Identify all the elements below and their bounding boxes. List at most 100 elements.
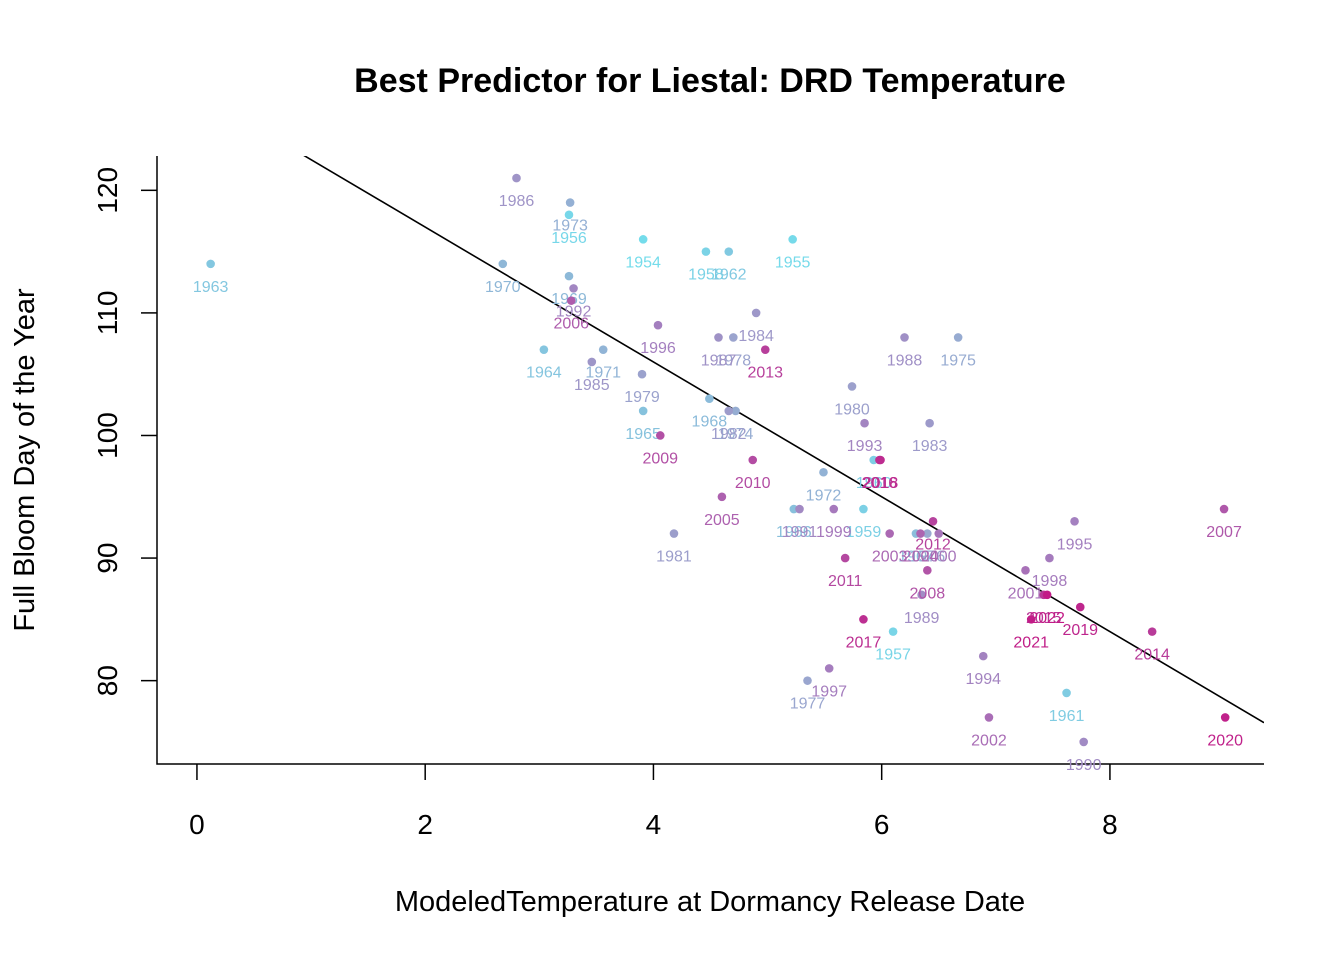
data-point-label: 1999	[816, 524, 852, 541]
data-point	[669, 529, 679, 538]
data-point-label: 1986	[499, 193, 535, 210]
plot-frame-axes	[156, 156, 1264, 765]
y-tick-label: 120	[92, 167, 123, 214]
data-point	[587, 357, 597, 367]
data-point-label: 2000	[921, 549, 957, 566]
data-point	[840, 553, 850, 563]
data-point-label: 2007	[1206, 524, 1242, 541]
data-point	[564, 210, 574, 220]
data-point	[1075, 602, 1085, 612]
data-point-label: 2012	[915, 536, 951, 553]
data-point-label: 2017	[846, 634, 882, 651]
data-point	[1147, 627, 1157, 636]
y-tick-label: 110	[92, 291, 123, 336]
data-point-label: 1965	[625, 426, 661, 443]
data-point	[729, 333, 738, 342]
data-point	[923, 566, 932, 575]
data-point	[748, 455, 758, 465]
data-point	[637, 369, 647, 379]
data-point-label: 1974	[718, 426, 754, 443]
data-point-label: 1995	[1057, 536, 1093, 553]
data-point-label: 2016	[862, 475, 898, 492]
data-point	[984, 713, 994, 722]
data-point-label: 1998	[1032, 573, 1068, 590]
data-point-label: 1984	[738, 328, 774, 345]
data-point	[206, 259, 215, 269]
x-tick-label: 8	[1102, 809, 1118, 840]
data-point-label: 1975	[940, 352, 976, 369]
data-point-label: 1954	[625, 254, 661, 271]
data-point-label: 2006	[553, 316, 589, 333]
x-tick-label: 0	[189, 809, 205, 840]
data-point	[498, 259, 508, 269]
data-point-label: 1985	[574, 377, 610, 394]
data-point-label: 2018	[863, 475, 899, 492]
data-point	[978, 651, 988, 661]
data-point-label: 1982	[711, 426, 747, 443]
y-axis-label: Full Bloom Day of the Year	[9, 288, 41, 632]
data-point	[885, 529, 894, 538]
data-point	[714, 333, 723, 342]
data-point-label: 1993	[847, 438, 883, 455]
data-point	[760, 345, 770, 354]
data-points: 1954 1955 1956 1957 1958 1959 1960 1961 1962 1963…	[193, 173, 1243, 774]
data-point	[598, 345, 608, 354]
data-point	[1079, 737, 1088, 747]
data-point	[803, 676, 812, 685]
data-point-label: 2015	[1026, 610, 1062, 627]
data-point	[859, 504, 868, 514]
data-point	[1026, 615, 1036, 624]
data-point-label: 2010	[735, 475, 771, 492]
data-point	[934, 529, 944, 538]
data-point-label: 1981	[656, 549, 692, 566]
data-point-label: 2020	[1207, 732, 1243, 749]
data-point-label: 2003	[872, 549, 908, 566]
data-point	[923, 529, 932, 538]
data-point-label: 2021	[1013, 634, 1049, 651]
data-point	[916, 529, 925, 538]
data-point-label: 2019	[1062, 622, 1098, 639]
data-point	[795, 504, 804, 514]
data-point-label: 1977	[790, 696, 826, 713]
data-point-label: 1991	[782, 524, 818, 541]
data-point-label: 2011	[828, 573, 863, 590]
data-point-label: 1960	[856, 475, 892, 492]
data-point	[917, 590, 926, 600]
data-point-label: 1989	[904, 610, 940, 627]
data-point-label: 1972	[806, 487, 842, 504]
data-point-label: 2022	[1029, 610, 1065, 627]
y-tick-label: 80	[92, 665, 123, 696]
data-point	[638, 235, 648, 244]
data-point-label: 1971	[585, 365, 621, 382]
data-point-label: 2004	[903, 549, 939, 566]
data-point-label: 2001	[1008, 585, 1044, 602]
data-point	[724, 247, 734, 256]
data-point-label: 2014	[1134, 647, 1170, 664]
data-point-label: 1976	[910, 549, 946, 566]
data-point	[724, 406, 734, 416]
data-point	[564, 271, 574, 281]
data-point-label: 1967	[898, 549, 934, 566]
data-point	[539, 345, 549, 354]
data-point	[1062, 688, 1071, 698]
data-point-label: 1992	[556, 303, 592, 320]
data-point-label: 1964	[526, 365, 562, 382]
data-point-label: 1988	[887, 352, 923, 369]
data-point	[1021, 566, 1030, 575]
data-point	[900, 333, 909, 342]
data-point	[1042, 590, 1052, 600]
data-point-label: 1997	[811, 683, 847, 700]
x-tick-label: 2	[417, 809, 433, 840]
data-point-label: 1994	[965, 671, 1001, 688]
data-point	[888, 627, 898, 636]
data-point-label: 1980	[834, 401, 870, 418]
data-point-label: 1966	[776, 524, 812, 541]
data-point-label: 1961	[1049, 708, 1085, 725]
data-point	[569, 284, 578, 293]
data-point-label: 1968	[692, 414, 728, 431]
data-point	[717, 492, 727, 502]
data-point	[860, 418, 869, 428]
data-point-label: 1987	[701, 352, 737, 369]
data-point	[566, 296, 576, 305]
data-point-label: 1990	[1066, 757, 1102, 774]
